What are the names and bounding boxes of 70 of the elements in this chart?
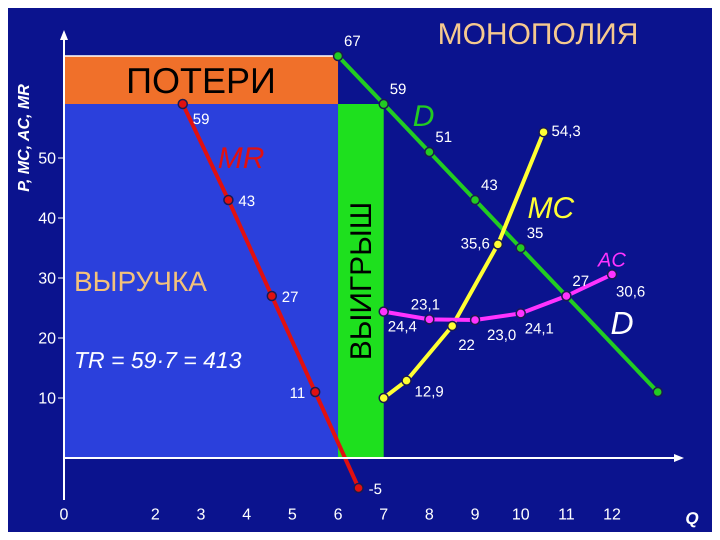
annotation: D [610, 305, 634, 341]
series-label: ВЫРУЧКА [74, 266, 208, 296]
chart-title: МОНОПОЛИЯ [438, 18, 638, 51]
point [378, 392, 389, 404]
x-tick-label: 3 [196, 506, 206, 524]
data-label: 23,1 [410, 296, 440, 314]
point [446, 320, 458, 332]
data-label: 54,3 [552, 123, 581, 140]
y-axis-title: P, MC, AC, MR [16, 84, 32, 192]
y-tick-label: 20 [38, 330, 56, 348]
x-tick-label: 6 [334, 506, 343, 524]
x-tick-label: 8 [424, 506, 434, 524]
data-label: 43 [238, 193, 256, 210]
data-label: 35,6 [460, 235, 490, 252]
data-label: 59 [390, 81, 406, 98]
x-tick-label: 4 [242, 506, 252, 524]
data-label: 51 [435, 129, 452, 146]
point [332, 50, 344, 62]
data-label: 23,0 [487, 327, 516, 344]
data-label: 22 [458, 337, 475, 354]
point [378, 306, 389, 317]
point [538, 126, 549, 138]
y-tick-label: 40 [38, 210, 56, 228]
point [470, 194, 480, 206]
data-label: 27 [572, 273, 590, 290]
annotation: TR = 59·7 = 413 [74, 347, 242, 373]
data-label: 24,4 [388, 318, 417, 336]
data-label: 11 [290, 385, 306, 402]
data-label: 67 [344, 33, 361, 50]
point [401, 375, 412, 386]
point [515, 308, 526, 319]
series-label: ВЫИГРЫШ [344, 202, 378, 360]
point [424, 146, 435, 158]
series-label: D [412, 100, 434, 133]
data-label: 27 [282, 289, 298, 306]
point [177, 98, 188, 110]
point [492, 239, 504, 250]
point [652, 386, 663, 398]
point [266, 290, 278, 302]
data-label: -5 [368, 481, 382, 498]
y-tick-label: 50 [38, 150, 56, 168]
point [470, 314, 480, 326]
point [606, 269, 618, 280]
x-tick-label: 10 [512, 506, 530, 524]
point [424, 314, 435, 325]
data-label: 12,9 [414, 384, 444, 401]
x-tick-label: 12 [603, 506, 622, 524]
data-label: 24,1 [524, 320, 554, 338]
x-tick-label: 9 [470, 506, 480, 524]
series-label: MC [528, 192, 575, 226]
x-tick-label: 5 [288, 506, 297, 524]
series-label: AC [597, 249, 626, 272]
point [378, 98, 389, 110]
x-axis-title: Q [685, 509, 699, 528]
y-tick-label: 30 [38, 270, 56, 288]
point [223, 194, 234, 206]
data-label: 30,6 [616, 283, 646, 300]
x-tick-label: 2 [150, 506, 160, 524]
data-label: 43 [481, 177, 498, 194]
data-label: 35 [526, 225, 544, 242]
point [310, 386, 320, 398]
data-label: 59 [192, 111, 210, 128]
x-tick-label: 11 [558, 506, 575, 524]
point [353, 482, 364, 494]
series-label: MR [218, 142, 264, 175]
x-tick-label: 7 [379, 506, 388, 524]
x-tick-label: 0 [60, 506, 69, 524]
y-tick-label: 10 [38, 390, 56, 408]
point [515, 242, 526, 254]
series-label: ПОТЕРИ [126, 60, 276, 101]
